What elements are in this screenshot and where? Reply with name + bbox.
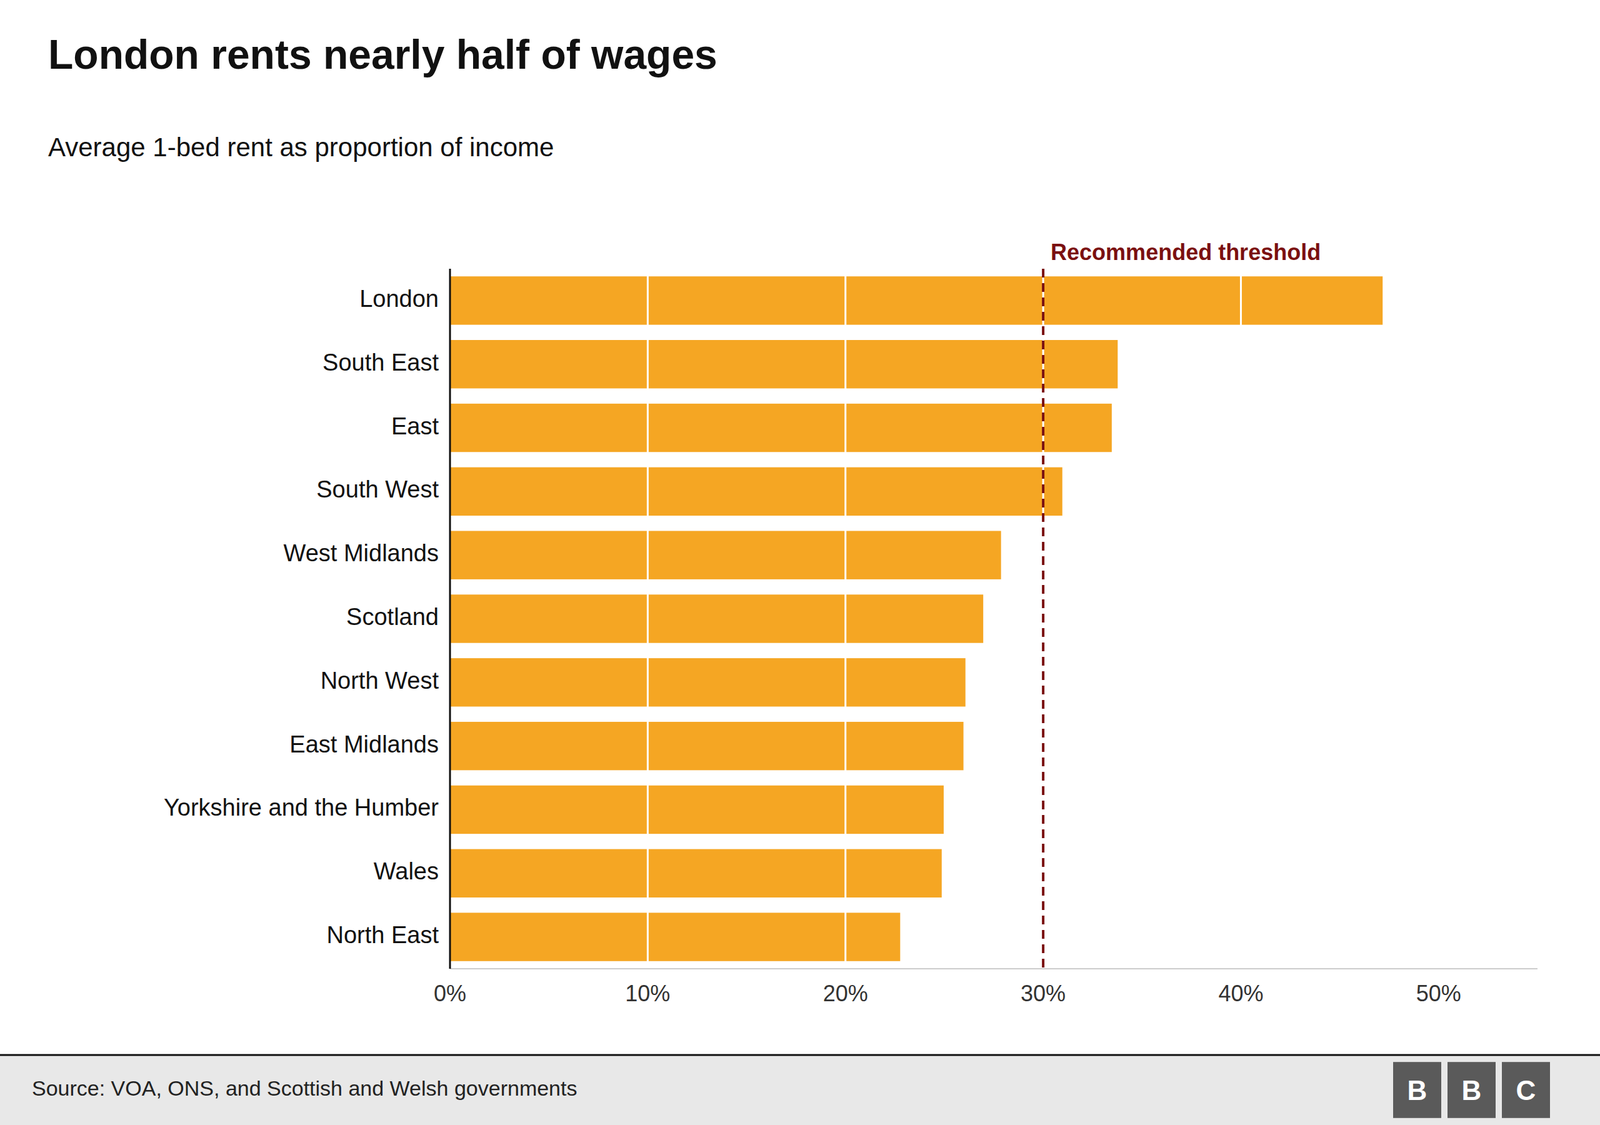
x-tick-label: 40% xyxy=(1218,980,1264,1007)
bar xyxy=(450,403,1113,453)
grid-line xyxy=(844,268,847,969)
category-label: Wales xyxy=(373,858,439,885)
bar xyxy=(450,657,967,707)
category-label: South East xyxy=(322,349,439,376)
source-bar-border xyxy=(0,1054,1600,1057)
logo-box xyxy=(1447,1061,1496,1119)
category-label: East xyxy=(391,413,439,440)
category-label: London xyxy=(359,285,439,312)
bar xyxy=(450,785,945,835)
bar xyxy=(450,339,1119,389)
grid-line xyxy=(646,268,649,969)
bar xyxy=(450,721,965,771)
x-tick-label: 50% xyxy=(1416,980,1462,1007)
logo-letter: B xyxy=(1461,1075,1482,1106)
category-label: West Midlands xyxy=(283,540,439,567)
source: Source: VOA, ONS, and Scottish and Welsh… xyxy=(31,1076,577,1100)
title: London rents nearly half of wages xyxy=(48,31,718,78)
subtitle: Average 1-bed rent as proportion of inco… xyxy=(48,132,554,162)
category-label: South West xyxy=(316,476,439,503)
bar xyxy=(450,530,1002,580)
background xyxy=(0,0,1600,1125)
category-label: Scotland xyxy=(346,603,439,630)
logo-box xyxy=(1501,1061,1550,1119)
bar xyxy=(450,848,943,899)
x-tick-label: 10% xyxy=(625,980,670,1007)
grid-line xyxy=(1042,268,1045,969)
y-axis-line xyxy=(449,268,452,969)
source-bar xyxy=(0,1055,1600,1125)
category-label: North East xyxy=(326,921,439,949)
category-label: East Midlands xyxy=(289,731,439,758)
logo-box xyxy=(1393,1061,1442,1119)
logo-letter: B xyxy=(1407,1075,1428,1106)
plot-area xyxy=(450,268,1439,969)
category-label: North West xyxy=(320,667,440,694)
x-tick-label: 20% xyxy=(823,980,869,1007)
bar xyxy=(450,275,1384,325)
threshold-label: Recommended threshold xyxy=(1050,239,1321,265)
chart: London rents nearly half of wages Average… xyxy=(0,0,1600,1125)
bar xyxy=(450,593,984,644)
grid-line xyxy=(1240,268,1242,969)
x-axis-line xyxy=(450,968,1538,970)
x-tick-label: 30% xyxy=(1020,980,1066,1007)
bar xyxy=(450,466,1064,517)
bar xyxy=(450,911,901,962)
category-label: Yorkshire and the Humber xyxy=(163,794,439,821)
x-tick-label: 0% xyxy=(433,980,467,1007)
threshold-line xyxy=(1041,268,1045,969)
logo-letter: C xyxy=(1516,1075,1537,1106)
grid-line xyxy=(1437,268,1440,969)
